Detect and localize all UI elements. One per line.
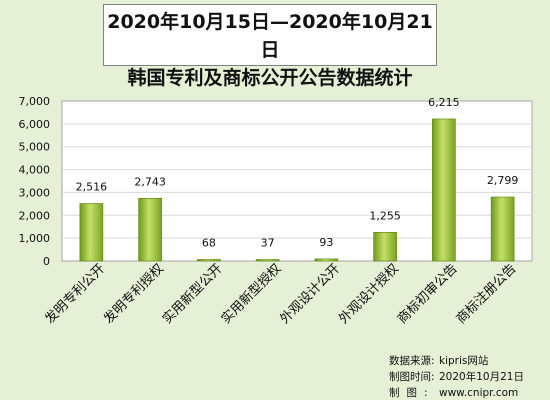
footer-maker-row: 制图: www.cnipr.com (389, 385, 527, 401)
x-category-label: 商标初审公告 (395, 261, 461, 327)
footer-maker-value: www.cnipr.com (439, 387, 519, 399)
source-footer: 数据来源: kipris网站 制图时间: 2020年10月21日 制图: www.cn… (389, 353, 527, 401)
data-label: 68 (202, 236, 216, 249)
y-axis-ticks: 0 1,000 2,000 3,000 4,000 5,000 6,000 7,000 (19, 95, 51, 268)
footer-source-row: 数据来源: kipris网站 (389, 353, 527, 369)
data-label: 2,799 (487, 174, 519, 187)
x-category-label: 商标注册公告 (454, 261, 520, 327)
chart-title-box: 2020年10月15日—2020年10月21日 韩国专利及商标公开公告数据统计 (103, 4, 437, 89)
bar (79, 203, 104, 262)
x-category-label: 发明专利公开 (42, 261, 108, 327)
x-axis-categories: 发明专利公开发明专利授权实用新型公开实用新型授权外观设计公开外观设计授权商标初审… (42, 261, 520, 327)
data-label: 93 (319, 236, 333, 249)
y-tick-label: 6,000 (19, 118, 51, 131)
y-tick-label: 7,000 (19, 95, 51, 108)
y-tick-label: 3,000 (19, 186, 51, 199)
y-tick-label: 5,000 (19, 141, 51, 154)
data-label: 6,215 (428, 96, 460, 109)
x-category-label: 外观设计授权 (335, 261, 401, 327)
bar (255, 259, 280, 262)
footer-time-value: 2020年10月21日 (439, 371, 524, 383)
data-label: 1,255 (369, 209, 401, 222)
footer-time-key: 制图时间: (389, 371, 435, 383)
bars (79, 118, 515, 262)
bar (373, 232, 397, 262)
chart-title-line-2: 韩国专利及商标公开公告数据统计 (127, 67, 413, 89)
x-category-label: 实用新型公开 (159, 261, 225, 327)
plot-area (61, 100, 533, 262)
footer-source-key: 数据来源: (389, 355, 435, 367)
data-label: 2,743 (134, 175, 166, 188)
bar (432, 118, 456, 262)
data-label: 2,516 (76, 180, 108, 193)
bar (138, 198, 162, 262)
y-tick-label: 2,000 (19, 209, 51, 222)
data-label: 37 (261, 237, 275, 250)
data-labels: 2,516 2,743 68 37 93 1,255 6,215 2,799 (76, 96, 519, 250)
chart-title-line-1: 2020年10月15日—2020年10月21日 (107, 11, 433, 61)
x-category-label: 实用新型授权 (218, 261, 284, 327)
footer-time-row: 制图时间: 2020年10月21日 (389, 369, 527, 385)
bar (197, 259, 221, 262)
bar (490, 196, 515, 262)
footer-maker-key: 制图: (389, 387, 435, 399)
y-tick-label: 0 (43, 255, 50, 268)
y-tick-label: 4,000 (19, 164, 51, 177)
x-category-label: 发明专利授权 (100, 261, 166, 327)
bar (314, 258, 339, 262)
y-tick-label: 1,000 (19, 232, 51, 245)
footer-source-value: kipris网站 (439, 355, 489, 367)
x-category-label: 外观设计公开 (277, 261, 343, 327)
